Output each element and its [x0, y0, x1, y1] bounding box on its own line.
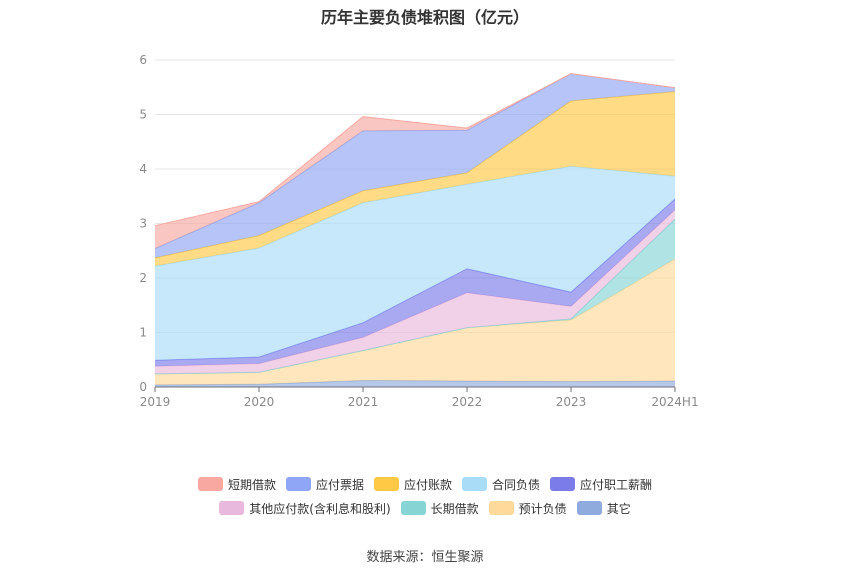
legend-item[interactable]: 其他应付款(含利息和股利)	[219, 500, 391, 517]
legend-label: 短期借款	[227, 477, 276, 492]
source-note: 数据来源：恒生聚源	[366, 550, 484, 565]
legend-item[interactable]: 预计负债	[488, 500, 567, 517]
y-tick-label: 3	[139, 217, 147, 231]
legend-swatch	[219, 501, 245, 515]
x-tick-label: 2020	[244, 395, 275, 409]
legend-label: 长期借款	[430, 501, 479, 516]
x-tick-label: 2024H1	[651, 395, 698, 409]
legend-label: 其他应付款(含利息和股利)	[249, 501, 391, 516]
legend-label: 其它	[606, 501, 631, 516]
area-edge-短期借款	[154, 73, 676, 227]
legend-item[interactable]: 应付职工薪酬	[550, 476, 652, 493]
area-应付票据	[155, 73, 675, 258]
legend-swatch	[576, 501, 602, 515]
area-series	[154, 73, 676, 387]
area-预计负债	[155, 258, 675, 385]
legend-row: 短期借款 应付票据 应付账款 合同负债 应付职工薪酬	[0, 472, 850, 496]
y-tick-label: 1	[139, 326, 147, 340]
legend-swatch	[197, 477, 223, 491]
legend-row: 其他应付款(含利息和股利) 长期借款 预计负债 其它	[0, 496, 850, 520]
legend-swatch	[550, 477, 576, 491]
x-tick-label: 2021	[348, 395, 379, 409]
y-tick-label: 4	[139, 162, 147, 176]
x-tick-label: 2023	[556, 395, 587, 409]
legend-swatch	[285, 477, 311, 491]
chart-title: 历年主要负债堆积图（亿元）	[320, 8, 529, 27]
area-应付账款	[155, 91, 675, 267]
legend-item[interactable]: 应付票据	[285, 476, 364, 493]
y-tick-label: 2	[139, 271, 147, 285]
legend-label: 合同负债	[492, 477, 541, 492]
legend-item[interactable]: 短期借款	[197, 476, 276, 493]
legend-item[interactable]: 应付账款	[373, 476, 452, 493]
legend-item[interactable]: 其它	[576, 500, 631, 517]
x-tick-label: 2022	[452, 395, 483, 409]
y-tick-label: 6	[139, 53, 147, 67]
axes: 0 1 2 3 4 5 6 2019 2020 2021 2022 2023 2024H1	[139, 53, 698, 409]
legend-swatch	[462, 477, 487, 491]
legend: 短期借款 应付票据 应付账款 合同负债 应付职工薪酬 其他应付款(含利息和股利) 长期借款…	[0, 472, 850, 520]
area-其它	[155, 380, 675, 387]
legend-label: 预计负债	[518, 501, 567, 516]
legend-label: 应付账款	[403, 477, 452, 492]
legend-swatch	[488, 501, 514, 515]
legend-label: 应付职工薪酬	[580, 477, 653, 492]
y-tick-label: 5	[139, 108, 147, 122]
legend-label: 应付票据	[315, 477, 364, 492]
legend-swatch	[400, 501, 426, 515]
x-tick-label: 2019	[140, 395, 171, 409]
legend-item[interactable]: 合同负债	[462, 476, 540, 493]
legend-item[interactable]: 长期借款	[400, 500, 479, 517]
y-tick-label: 0	[139, 380, 147, 394]
area-合同负债	[155, 166, 675, 361]
legend-swatch	[373, 477, 399, 491]
area-edge-其它	[154, 379, 676, 386]
